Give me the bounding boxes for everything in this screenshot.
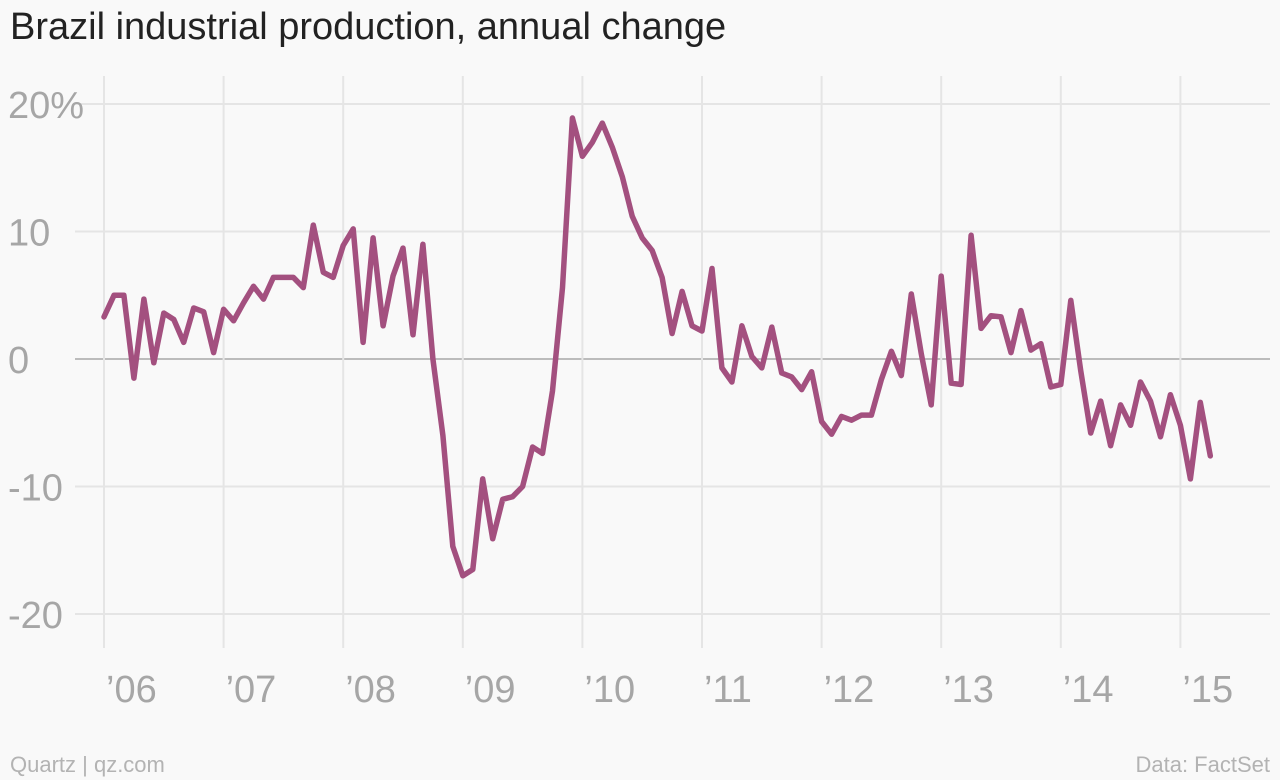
y-tick-label: 10 (8, 213, 50, 255)
x-tick-label: ’14 (1063, 669, 1114, 711)
series-layer (101, 115, 1214, 579)
axis-labels: 20% 10 0 -10 -20 ’06 ’07 ’08 ’09 ’10 ’11 ’12 ’13 ’14 ’… (8, 85, 1233, 711)
x-tick-label: ’08 (345, 669, 396, 711)
x-tick-label: ’10 (584, 669, 635, 711)
x-tick-label: ’15 (1182, 669, 1233, 711)
footer-data-credit: Data: FactSet (1135, 752, 1270, 777)
footer-source-credit: Quartz | qz.com (10, 752, 165, 777)
series-line (101, 115, 1214, 579)
chart-title: Brazil industrial production, annual cha… (10, 6, 727, 48)
grid-lines (75, 76, 1270, 648)
y-tick-label: 0 (8, 340, 29, 382)
y-tick-label: 20% (8, 85, 84, 127)
x-tick-label: ’06 (106, 669, 157, 711)
x-tick-label: ’07 (226, 669, 277, 711)
x-tick-label: ’13 (943, 669, 994, 711)
x-tick-label: ’12 (824, 669, 875, 711)
y-tick-label: -20 (8, 595, 63, 637)
x-tick-label: ’09 (465, 669, 516, 711)
x-tick-label: ’11 (704, 669, 752, 711)
y-tick-label: -10 (8, 468, 63, 510)
